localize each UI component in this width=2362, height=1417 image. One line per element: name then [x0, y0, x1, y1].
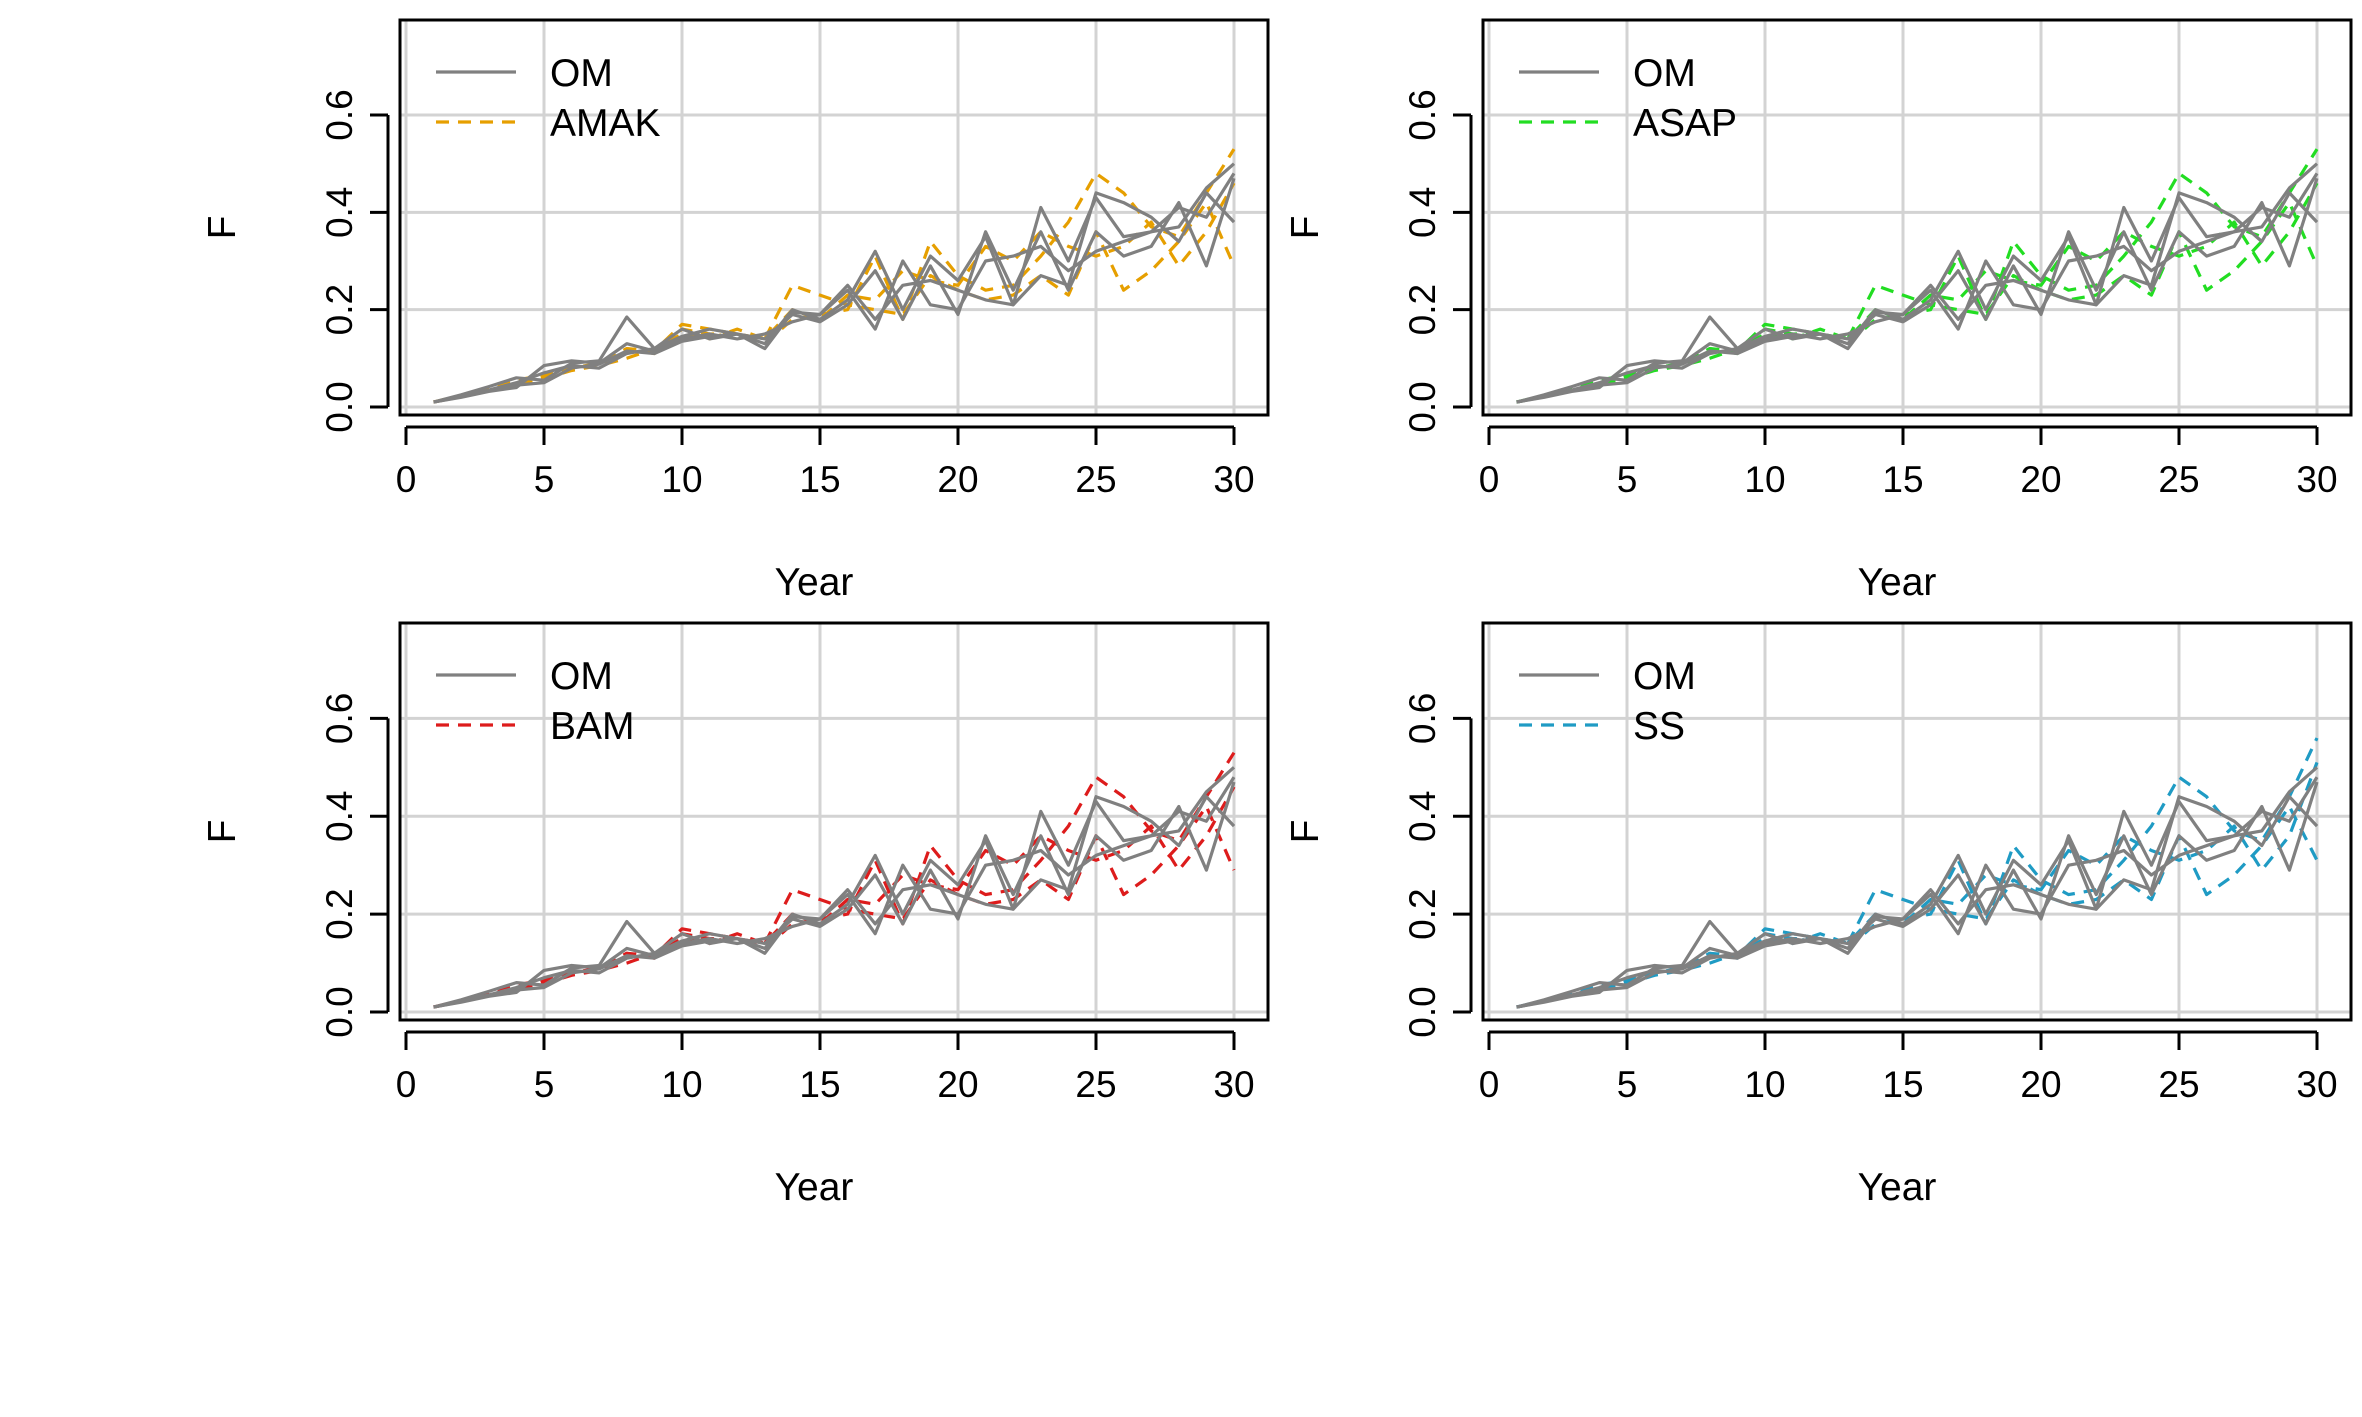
x-tick-label: 20: [937, 459, 978, 500]
plot-frame: [1481, 18, 2353, 417]
legend-label-bam: BAM: [550, 705, 635, 748]
x-tick-label: 30: [1213, 1064, 1254, 1105]
series-lines: [433, 751, 1236, 1009]
x-tick-label: 0: [1479, 459, 1500, 500]
series-line-dashed: [1516, 761, 2319, 1009]
series-line-solid: [433, 766, 1236, 1009]
x-tick-label: 30: [2296, 1064, 2337, 1105]
x-tick-label: 15: [799, 459, 840, 500]
series-line-solid: [433, 177, 1236, 404]
plot-frame: [1481, 621, 2353, 1022]
series-line-solid: [1516, 172, 2319, 404]
series-line-solid: [1516, 766, 2319, 1009]
legend-label-om: OM: [1633, 655, 1696, 698]
axes: 0 5 10 15 20 25 30 0.0 0.2 0.4 0.6: [1402, 693, 2338, 1105]
y-axis-label: F: [201, 216, 244, 240]
x-tick-label: 0: [396, 1064, 417, 1105]
series-line-solid: [1516, 177, 2319, 404]
x-tick-label: 10: [1744, 459, 1785, 500]
y-tick-label: 0.0: [319, 381, 360, 432]
y-tick-label: 0.4: [1402, 187, 1443, 238]
x-tick-label: 20: [2020, 1064, 2061, 1105]
series-line-solid: [433, 781, 1236, 1009]
series-line-solid: [1516, 162, 2319, 404]
x-tick-label: 15: [799, 1064, 840, 1105]
legend-label-asap: ASAP: [1633, 102, 1737, 145]
plot-frame: [398, 18, 1270, 417]
axes: 0 5 10 15 20 25 30 0.0 0.2 0.4 0.6: [1402, 89, 2338, 500]
legend-label-om: OM: [1633, 52, 1696, 95]
x-tick-label: 10: [1744, 1064, 1785, 1105]
axes: 0 5 10 15 20 25 30 0.0 0.2 0.4 0.6: [319, 89, 1255, 500]
series-line-solid: [433, 162, 1236, 404]
x-axis-label: Year: [775, 1166, 854, 1209]
y-tick-label: 0.6: [1402, 89, 1443, 140]
panel-bam: 0 5 10 15 20 25 30 0.0 0.2 0.4 0.6 Year F OM BAM: [201, 621, 1270, 1209]
series-lines: [1516, 737, 2319, 1009]
y-axis-label: F: [1284, 216, 1327, 240]
y-axis-label: F: [201, 820, 244, 844]
y-tick-label: 0.4: [1402, 791, 1443, 842]
series-lines: [1516, 148, 2319, 404]
grid-lines: [400, 20, 1268, 415]
x-tick-label: 5: [534, 459, 555, 500]
legend: OM SS: [1519, 655, 1696, 748]
x-tick-label: 0: [396, 459, 417, 500]
legend-label-ss: SS: [1633, 705, 1685, 748]
x-tick-label: 5: [1617, 1064, 1638, 1105]
series-lines: [433, 148, 1236, 404]
y-tick-label: 0.0: [1402, 381, 1443, 432]
y-tick-label: 0.0: [1402, 986, 1443, 1037]
y-tick-label: 0.4: [319, 187, 360, 238]
y-tick-label: 0.2: [319, 284, 360, 335]
panel-asap: 0 5 10 15 20 25 30 0.0 0.2 0.4 0.6 Year F OM ASAP: [1284, 18, 2353, 604]
x-tick-label: 30: [1213, 459, 1254, 500]
legend: OM AMAK: [436, 52, 661, 145]
x-tick-label: 15: [1882, 459, 1923, 500]
x-tick-label: 25: [2158, 1064, 2199, 1105]
series-line-solid: [433, 172, 1236, 404]
x-tick-label: 10: [661, 1064, 702, 1105]
legend: OM ASAP: [1519, 52, 1737, 145]
plot-frame: [398, 621, 1270, 1022]
y-tick-label: 0.2: [1402, 888, 1443, 939]
grid-lines: [1483, 623, 2351, 1020]
axes: 0 5 10 15 20 25 30 0.0 0.2 0.4 0.6: [319, 693, 1255, 1105]
x-tick-label: 25: [2158, 459, 2199, 500]
legend-label-om: OM: [550, 655, 613, 698]
x-tick-label: 5: [1617, 459, 1638, 500]
x-tick-label: 20: [2020, 459, 2061, 500]
y-tick-label: 0.6: [1402, 693, 1443, 744]
legend-label-om: OM: [550, 52, 613, 95]
y-tick-label: 0.4: [319, 791, 360, 842]
legend-label-amak: AMAK: [550, 102, 661, 145]
y-tick-label: 0.6: [319, 693, 360, 744]
series-line-solid: [1516, 776, 2319, 1009]
y-axis-label: F: [1284, 820, 1327, 844]
x-tick-label: 30: [2296, 459, 2337, 500]
legend: OM BAM: [436, 655, 635, 748]
series-line-solid: [433, 776, 1236, 1009]
grid-lines: [1483, 20, 2351, 415]
panel-amak: 0 5 10 15 20 25 30 0.0 0.2 0.4 0.6 Year F OM AMAK: [201, 18, 1270, 604]
x-axis-label: Year: [1858, 561, 1937, 604]
y-tick-label: 0.0: [319, 986, 360, 1037]
x-tick-label: 10: [661, 459, 702, 500]
x-tick-label: 15: [1882, 1064, 1923, 1105]
panel-ss: 0 5 10 15 20 25 30 0.0 0.2 0.4 0.6 Year F OM SS: [1284, 621, 2353, 1209]
x-tick-label: 25: [1075, 459, 1116, 500]
x-tick-label: 20: [937, 1064, 978, 1105]
x-tick-label: 5: [534, 1064, 555, 1105]
y-tick-label: 0.6: [319, 89, 360, 140]
x-tick-label: 0: [1479, 1064, 1500, 1105]
grid-lines: [400, 623, 1268, 1020]
series-line-solid: [1516, 781, 2319, 1009]
x-axis-label: Year: [1858, 1166, 1937, 1209]
y-tick-label: 0.2: [1402, 284, 1443, 335]
x-axis-label: Year: [775, 561, 854, 604]
x-tick-label: 25: [1075, 1064, 1116, 1105]
y-tick-label: 0.2: [319, 888, 360, 939]
